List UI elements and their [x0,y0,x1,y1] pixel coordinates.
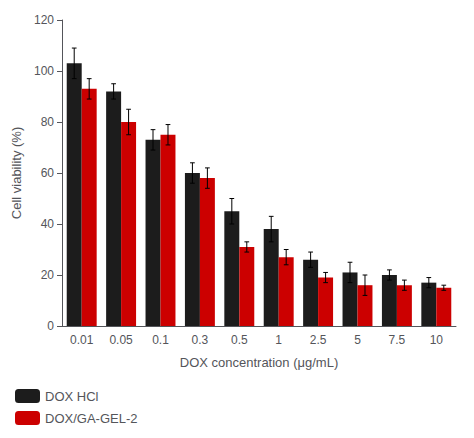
svg-text:DOX concentration (μg/mL): DOX concentration (μg/mL) [180,355,339,370]
svg-text:20: 20 [41,268,55,282]
svg-text:0.5: 0.5 [231,333,248,347]
svg-text:0: 0 [47,319,54,333]
svg-text:DOX HCl: DOX HCl [45,389,99,404]
svg-text:100: 100 [34,64,54,78]
svg-text:40: 40 [41,217,55,231]
svg-text:0.01: 0.01 [70,333,94,347]
svg-text:0.1: 0.1 [152,333,169,347]
svg-text:1: 1 [275,333,282,347]
svg-text:0.3: 0.3 [192,333,209,347]
svg-text:7.5: 7.5 [389,333,406,347]
svg-text:5: 5 [354,333,361,347]
svg-text:120: 120 [34,13,54,27]
svg-text:DOX/GA-GEL-2: DOX/GA-GEL-2 [45,411,137,426]
svg-text:2.5: 2.5 [310,333,327,347]
svg-text:60: 60 [41,166,55,180]
svg-text:0.05: 0.05 [109,333,133,347]
svg-text:Cell viability (%): Cell viability (%) [9,127,24,219]
svg-text:10: 10 [430,333,444,347]
svg-text:80: 80 [41,115,55,129]
